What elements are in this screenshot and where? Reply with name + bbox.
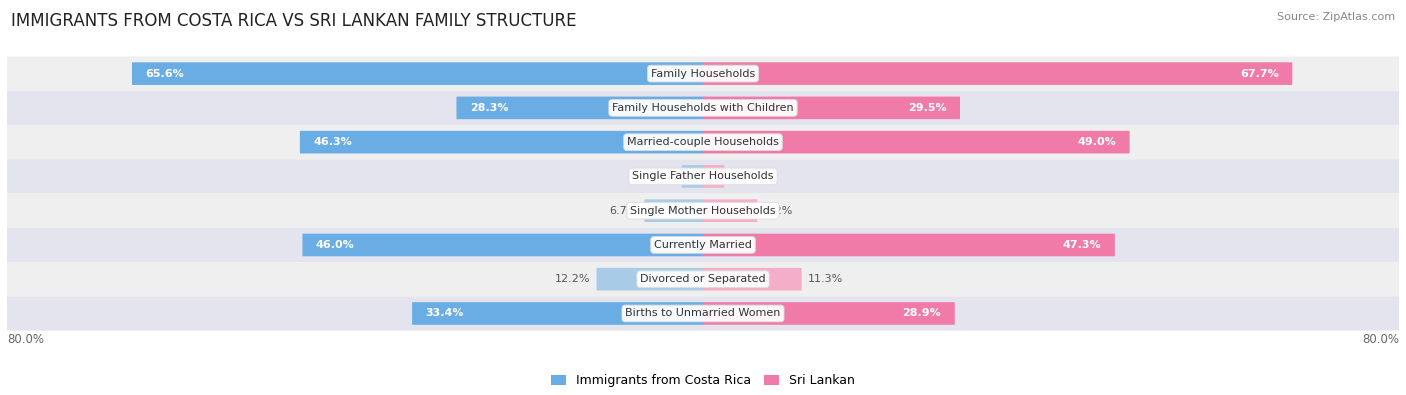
FancyBboxPatch shape [703,97,960,119]
FancyBboxPatch shape [703,62,1292,85]
Text: 6.2%: 6.2% [763,206,792,216]
Text: Family Households: Family Households [651,69,755,79]
Text: 67.7%: 67.7% [1240,69,1279,79]
FancyBboxPatch shape [7,194,1399,228]
Text: IMMIGRANTS FROM COSTA RICA VS SRI LANKAN FAMILY STRUCTURE: IMMIGRANTS FROM COSTA RICA VS SRI LANKAN… [11,12,576,30]
Text: 11.3%: 11.3% [808,274,844,284]
FancyBboxPatch shape [7,159,1399,194]
Text: 28.3%: 28.3% [470,103,509,113]
Legend: Immigrants from Costa Rica, Sri Lankan: Immigrants from Costa Rica, Sri Lankan [547,369,859,392]
Text: Single Mother Households: Single Mother Households [630,206,776,216]
Text: Births to Unmarried Women: Births to Unmarried Women [626,308,780,318]
Text: 28.9%: 28.9% [903,308,942,318]
FancyBboxPatch shape [299,131,703,154]
FancyBboxPatch shape [457,97,703,119]
Text: 12.2%: 12.2% [554,274,591,284]
Text: 2.4%: 2.4% [731,171,759,181]
Text: Family Households with Children: Family Households with Children [612,103,794,113]
FancyBboxPatch shape [132,62,703,85]
FancyBboxPatch shape [7,228,1399,262]
Text: 2.4%: 2.4% [647,171,675,181]
Text: Currently Married: Currently Married [654,240,752,250]
FancyBboxPatch shape [7,262,1399,296]
FancyBboxPatch shape [703,199,758,222]
Text: 80.0%: 80.0% [1362,333,1399,346]
FancyBboxPatch shape [703,131,1129,154]
FancyBboxPatch shape [703,302,955,325]
FancyBboxPatch shape [412,302,703,325]
FancyBboxPatch shape [644,199,703,222]
FancyBboxPatch shape [302,233,703,256]
Text: Single Father Households: Single Father Households [633,171,773,181]
FancyBboxPatch shape [682,165,703,188]
Text: 46.3%: 46.3% [314,137,352,147]
Text: Divorced or Separated: Divorced or Separated [640,274,766,284]
FancyBboxPatch shape [703,165,724,188]
Text: 29.5%: 29.5% [908,103,946,113]
FancyBboxPatch shape [7,296,1399,331]
FancyBboxPatch shape [703,268,801,290]
FancyBboxPatch shape [703,233,1115,256]
Text: Source: ZipAtlas.com: Source: ZipAtlas.com [1277,12,1395,22]
FancyBboxPatch shape [7,91,1399,125]
Text: 47.3%: 47.3% [1063,240,1101,250]
Text: 46.0%: 46.0% [316,240,354,250]
Text: 80.0%: 80.0% [7,333,44,346]
Text: 49.0%: 49.0% [1077,137,1116,147]
Text: Married-couple Households: Married-couple Households [627,137,779,147]
Text: 33.4%: 33.4% [426,308,464,318]
FancyBboxPatch shape [7,125,1399,159]
FancyBboxPatch shape [596,268,703,290]
FancyBboxPatch shape [7,56,1399,91]
Text: 6.7%: 6.7% [609,206,638,216]
Text: 65.6%: 65.6% [145,69,184,79]
